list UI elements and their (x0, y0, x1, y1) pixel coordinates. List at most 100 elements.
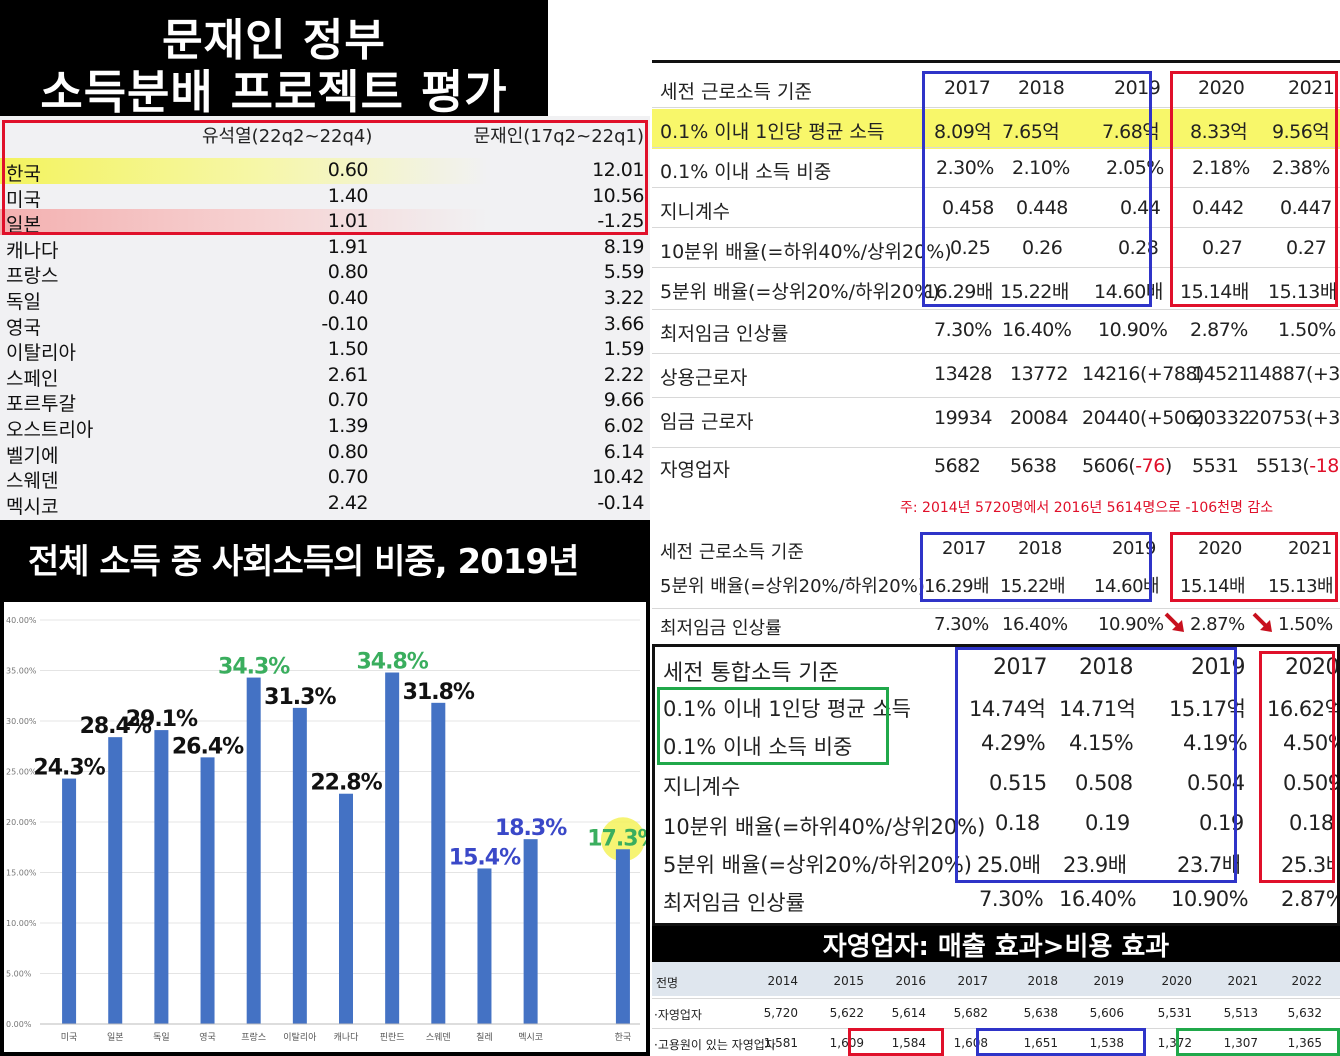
rl-data-row: 0.1% 이내 1인당 평균 소득 14.74억 14.71억 15.17억 16.62… (655, 693, 1337, 725)
y-tick-label: 30.00% (6, 717, 37, 726)
rm-year: 2019 (1112, 538, 1156, 559)
bt-year: 2022 (1291, 974, 1322, 988)
rl-cell: 23.9배 (1063, 853, 1127, 877)
country-name: 스웨덴 (6, 470, 59, 493)
yoon-value: 1.91 (327, 235, 369, 258)
moon-value: 9.66 (603, 389, 645, 412)
moon-value: 1.59 (603, 338, 645, 361)
x-category-label: 영국 (199, 1032, 216, 1043)
red-highlight-box (1170, 71, 1338, 307)
rt-cell: 20440(+506) (1082, 407, 1204, 429)
moon-value: 2.22 (603, 363, 645, 386)
rt-cell: 0.458 (942, 197, 994, 219)
rt-cell: 0.28 (1118, 237, 1159, 259)
rl-cell: 14.71억 (1059, 697, 1136, 721)
rt-cell: 10.90% (1098, 319, 1168, 341)
down-arrow-icon (1164, 612, 1184, 632)
country-name: 이탈리아 (6, 342, 76, 365)
rt-header-label: 세전 근로소득 기준 (660, 81, 812, 103)
rt-row-label: 지니계수 (660, 201, 730, 223)
rl-row-label: 0.1% 이내 소득 비중 (663, 735, 853, 759)
bt-cell: 5,632 (1287, 1006, 1322, 1020)
rl-cell: 0.18 (995, 811, 1040, 835)
y-tick-label: 25.00% (6, 768, 37, 777)
bt-cell: 5,606 (1089, 1006, 1124, 1020)
rl-cell: 0.19 (1085, 811, 1130, 835)
rl-cell: 16.40% (1059, 887, 1137, 911)
rm-year: 2020 (1198, 538, 1242, 559)
bar (339, 793, 353, 1024)
data-label: 22.8% (310, 771, 382, 796)
data-label: 29.1% (126, 707, 198, 732)
red-highlight-box (848, 1028, 944, 1056)
rt-cell: 5638 (1010, 455, 1057, 477)
rt-row-label: 임금 근로자 (660, 411, 754, 433)
data-label: 31.3% (264, 685, 336, 710)
rt-data-row: 임금 근로자 19934 20084 20440(+506) 20332 20753(+3… (652, 407, 1340, 437)
bt-cell: 1,581 (763, 1036, 798, 1050)
main-title-line1: 문재인 정부 (162, 15, 386, 66)
rt-row-label: 최저임금 인상률 (660, 323, 789, 345)
rl-data-row: 0.1% 이내 소득 비중4.29%4.15%4.19%4.50% (655, 731, 1337, 763)
bar (246, 677, 261, 1024)
rm-row-quintile: 5분위 배율(=상위20%/하위20%) 16.29배 15.22배 14.60… (652, 572, 1340, 598)
rt-cell: 16.29배 (924, 281, 993, 303)
rt-cell: 15.22배 (1000, 281, 1069, 303)
rt-cell: 16.40% (1002, 319, 1072, 341)
rt-cell: 0.27 (1286, 237, 1327, 259)
country-row: 일본 1.01 -1.25 (0, 209, 650, 236)
rt-cell: 2.38% (1272, 157, 1330, 179)
rt-cell: 7.68억 (1102, 121, 1160, 143)
rt-year: 2017 (944, 77, 991, 99)
bt-year: 2016 (895, 974, 926, 988)
yoon-value: 2.61 (327, 363, 369, 386)
row-divider (652, 447, 1340, 448)
rl-cell: 23.7배 (1177, 853, 1241, 877)
row-divider (652, 608, 1340, 609)
rl-cell: 4.50% (1283, 731, 1337, 755)
bt-data-row: ·자영업자 5,720 5,622 5,614 5,682 5,638 5,606 5,531… (652, 1006, 1340, 1026)
y-tick-label: 10.00% (6, 919, 37, 928)
bt-year: 2019 (1093, 974, 1124, 988)
rt-row-self-employed: 자영업자 5682 5638 5606(-76) 5531 5513(-18) (652, 455, 1340, 485)
self-employed-banner: 자영업자: 매출 효과>비용 효과 (652, 926, 1340, 962)
rl-cell: 4.15% (1069, 731, 1134, 755)
rl-cell: 25.0배 (977, 853, 1041, 877)
bt-year: 2018 (1027, 974, 1058, 988)
rl-cell: 25.3배 (1281, 853, 1340, 877)
x-category-label: 스웨덴 (426, 1031, 451, 1043)
bt-data-row: ·고용원이 있는 자영업자 1,581 1,609 1,584 1,608 1,651 1,… (652, 1036, 1340, 1056)
green-highlight-box (657, 687, 889, 765)
rm-cell: 10.90% (1098, 614, 1164, 635)
rt-cell: 7.30% (934, 319, 992, 341)
bt-cell: 5,720 (763, 1006, 798, 1020)
data-label: 28.4% (80, 714, 152, 739)
bt-cell: 5,638 (1023, 1006, 1058, 1020)
rt-row-label: 자영업자 (660, 459, 730, 481)
x-category-label: 독일 (153, 1032, 170, 1043)
country-name: 스페인 (6, 367, 59, 390)
data-label: 18.3% (495, 816, 567, 841)
rm-cell: 16.40% (1002, 614, 1068, 635)
yoon-value: 0.80 (327, 440, 369, 463)
bar (108, 737, 123, 1024)
x-category-label: 이탈리아 (283, 1032, 317, 1043)
rl-row-label: 지니계수 (663, 775, 741, 799)
rm-cell: 7.30% (934, 614, 989, 635)
green-highlight-box (1176, 1028, 1340, 1056)
x-category-label: 한국 (615, 1032, 632, 1043)
rl-data-row: 10분위 배율(=하위40%/상위20%) 0.18 0.19 0.19 0.18 (655, 811, 1337, 843)
country-name: 오스트리아 (6, 419, 94, 441)
rl-cell: 0.18 (1289, 811, 1334, 835)
rl-year: 2020 (1285, 655, 1339, 680)
country-name: 프랑스 (6, 265, 59, 288)
column-header-moon: 문재인(17q2~22q1) (473, 126, 644, 147)
rt-cell-wrap: 5606(-76) (1082, 455, 1172, 477)
bt-corner: 전명 (656, 976, 679, 990)
rt-data-row: 10분위 배율(=하위40%/상위20%) 0.25 0.26 0.28 0.27 0.2… (652, 237, 1340, 267)
country-growth-table: 유석열(22q2~22q4) 문재인(17q2~22q1) 한국 0.60 12.0… (0, 116, 650, 520)
yoon-value: 0.40 (327, 287, 369, 309)
country-row: 영국 -0.10 3.66 (0, 312, 650, 339)
rl-cell: 14.74억 (969, 697, 1046, 721)
bt-cell: 1,365 (1287, 1036, 1322, 1050)
